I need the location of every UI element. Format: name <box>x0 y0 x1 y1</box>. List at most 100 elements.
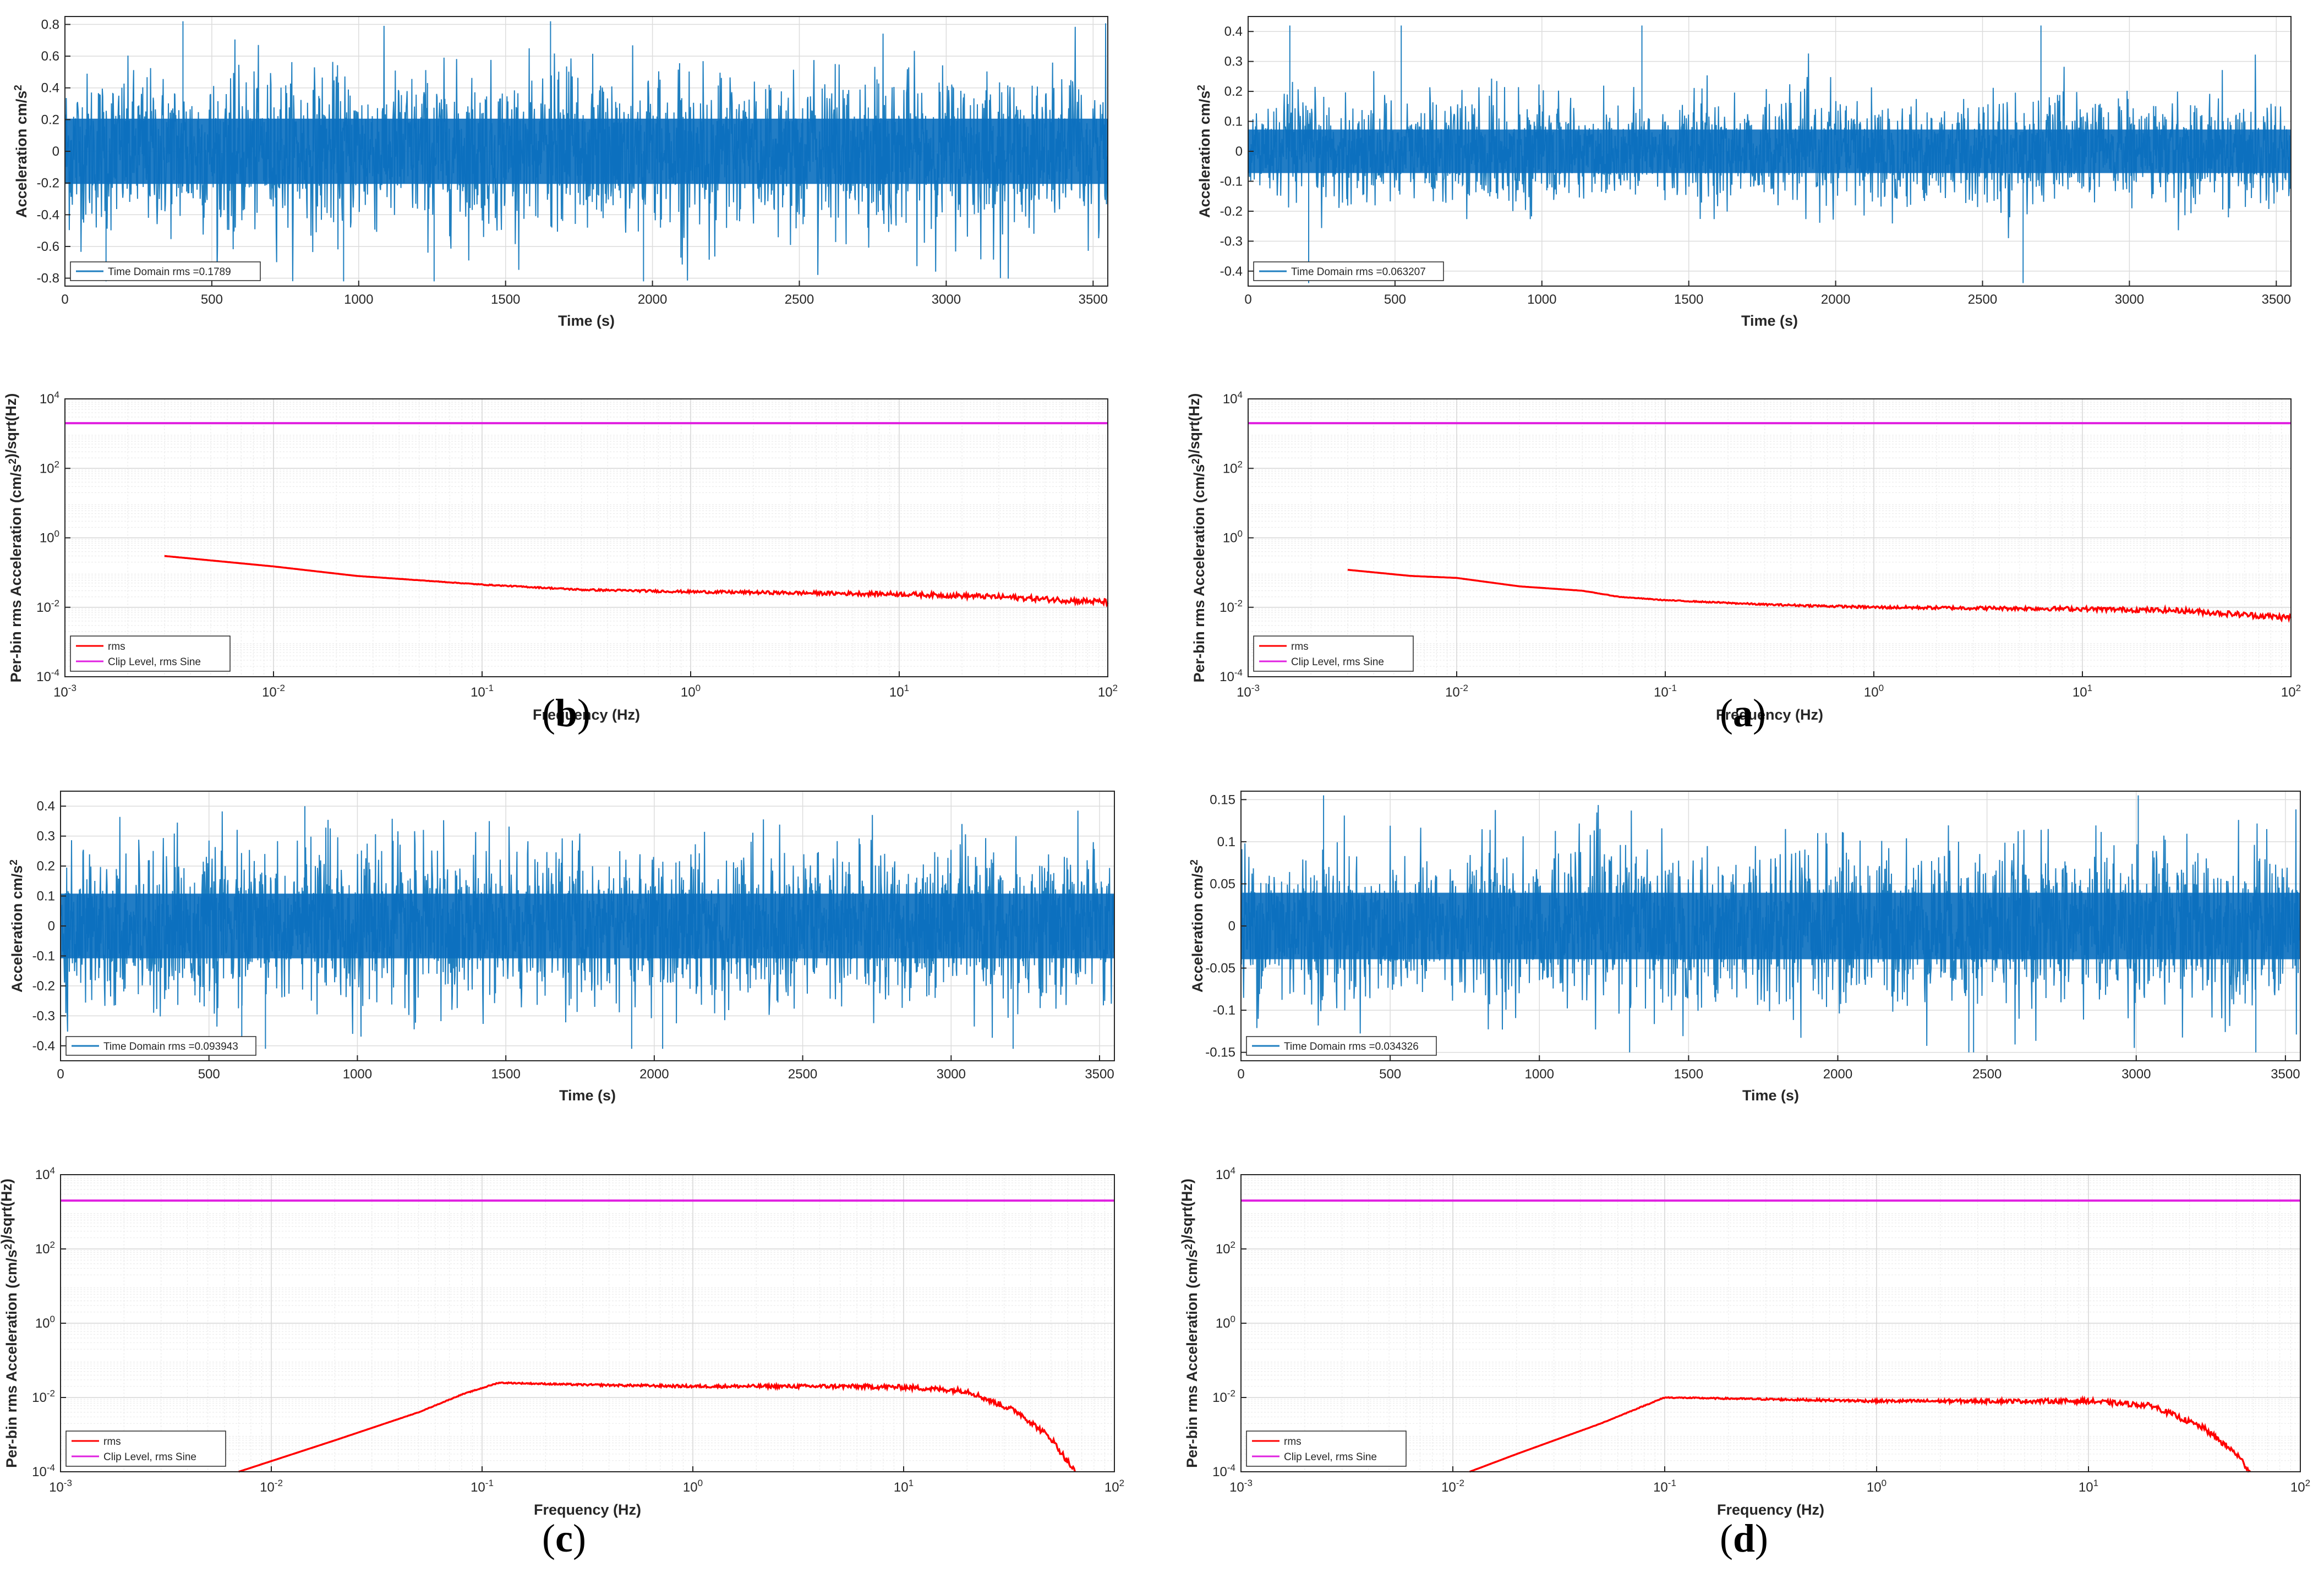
time-chart-d: 0 500 1000 1500 2000 2500 3000 3500 -0.15 -0.1 -0.… <box>1189 791 2301 1104</box>
y-tick-label: 10-4 <box>36 667 59 684</box>
panel-label-a: (b) <box>542 691 591 735</box>
y-tick-label: 10-2 <box>1220 598 1243 615</box>
x-tick-label: 3000 <box>2121 1067 2151 1082</box>
x-axis-label: Frequency (Hz) <box>1717 1501 1824 1518</box>
time-chart-b: 0 500 1000 1500 2000 2500 3000 3500 -0.8 -0.6 -0.4… <box>13 16 1108 329</box>
y-tick-label: 0 <box>1228 919 1235 934</box>
x-axis-label: Frequency (Hz) <box>1716 706 1823 723</box>
x-tick-label: 10-1 <box>471 1478 494 1495</box>
y-tick-label: 100 <box>1216 1314 1235 1331</box>
y-tick-label: -0.1 <box>1213 1003 1235 1018</box>
y-tick-label: 0.15 <box>1210 792 1235 807</box>
x-tick-label: 1000 <box>1527 292 1556 307</box>
y-tick-label: 102 <box>1216 1240 1235 1257</box>
signal-core <box>1248 129 2291 173</box>
y-tick-label: 102 <box>1223 459 1243 476</box>
y-tick-label: -0.1 <box>32 949 55 963</box>
x-tick-label: 102 <box>2281 683 2301 700</box>
y-tick-label: 104 <box>40 390 59 407</box>
y-tick-label: 0.4 <box>37 799 55 814</box>
y-tick-label: 0.1 <box>1217 835 1235 849</box>
legend-label-clip: Clip Level, rms Sine <box>1284 1451 1377 1463</box>
y-tick-label: 104 <box>1216 1165 1235 1182</box>
signal-core <box>61 894 1114 958</box>
x-tick-label: 2500 <box>1972 1067 2002 1082</box>
legend-label-rms: rms <box>103 1436 121 1448</box>
time-chart-a: 0 500 1000 1500 2000 2500 3000 3500 -0.4 -0.3 -0.2… <box>1196 16 2292 329</box>
y-tick-label: 104 <box>35 1165 55 1182</box>
y-tick-label: 10-2 <box>1212 1388 1235 1405</box>
y-tick-label: 0.2 <box>1224 84 1243 99</box>
x-tick-label: 100 <box>683 1478 703 1495</box>
x-tick-label: 0 <box>1237 1067 1244 1082</box>
x-tick-label: 10-2 <box>1445 683 1468 700</box>
x-tick-label: 3000 <box>2115 292 2144 307</box>
legend-label-rms: rms <box>1291 641 1309 653</box>
x-tick-label: 102 <box>1098 683 1118 700</box>
x-axis-label: Time (s) <box>1742 1087 1799 1104</box>
legend-label: Time Domain rms =0.1789 <box>108 266 231 278</box>
y-tick-label: 0.3 <box>37 829 55 844</box>
y-tick-label: -0.8 <box>37 271 59 286</box>
y-tick-label: 100 <box>35 1314 55 1331</box>
x-tick-label: 3500 <box>2271 1067 2300 1082</box>
x-tick-label: 102 <box>1104 1478 1124 1495</box>
y-tick-label: 100 <box>40 529 59 546</box>
x-tick-label: 2500 <box>785 292 814 307</box>
x-tick-label: 100 <box>1864 683 1884 700</box>
y-axis-label: Per-bin rms Acceleration (cm/s2)/sqrt(Hz… <box>1179 1179 1200 1468</box>
x-tick-label: 10-1 <box>1654 683 1677 700</box>
legend-label: Time Domain rms =0.063207 <box>1291 266 1426 278</box>
y-tick-label: -0.3 <box>32 1009 55 1023</box>
legend-label-rms: rms <box>108 641 125 653</box>
y-tick-label: 0.6 <box>41 49 59 64</box>
y-tick-label: -0.6 <box>37 239 59 254</box>
x-tick-label: 1500 <box>491 1067 520 1082</box>
y-tick-label: -0.2 <box>1220 204 1243 219</box>
legend-box <box>1253 635 1414 672</box>
y-axis-label: Per-bin rms Acceleration (cm/s2)/sqrt(Hz… <box>3 393 24 683</box>
legend-label: Time Domain rms =0.093943 <box>103 1041 238 1053</box>
x-tick-label: 2000 <box>639 1067 669 1082</box>
x-tick-label: 1500 <box>491 292 520 307</box>
y-tick-label: 0.2 <box>37 859 55 874</box>
y-tick-label: -0.4 <box>37 207 59 222</box>
x-tick-label: 100 <box>681 683 701 700</box>
y-tick-label: 10-2 <box>32 1388 55 1405</box>
x-tick-label: 100 <box>1867 1478 1886 1495</box>
x-tick-label: 3500 <box>1079 292 1108 307</box>
x-tick-label: 2500 <box>1968 292 1997 307</box>
panel-label-d: (d) <box>1720 1516 1769 1560</box>
x-tick-label: 101 <box>2073 683 2092 700</box>
x-tick-label: 3500 <box>1085 1067 1114 1082</box>
x-axis-label: Time (s) <box>1741 313 1798 329</box>
x-tick-label: 1500 <box>1674 1067 1703 1082</box>
x-tick-label: 500 <box>201 292 223 307</box>
y-tick-label: 102 <box>40 459 59 476</box>
x-axis-label: Frequency (Hz) <box>534 1501 641 1518</box>
y-tick-label: 10-2 <box>36 598 59 615</box>
y-tick-label: 0.8 <box>41 17 59 32</box>
x-tick-label: 10-2 <box>262 683 285 700</box>
legend-box <box>70 635 231 672</box>
x-axis-label: Time (s) <box>558 313 615 329</box>
x-tick-label: 1000 <box>343 1067 372 1082</box>
x-tick-label: 3500 <box>2262 292 2291 307</box>
x-tick-label: 0 <box>61 292 68 307</box>
y-tick-label: -0.4 <box>32 1039 55 1054</box>
x-tick-label: 10-2 <box>260 1478 283 1495</box>
y-tick-label: 0.1 <box>1224 114 1243 129</box>
x-tick-label: 1500 <box>1674 292 1703 307</box>
x-tick-label: 10-3 <box>1229 1478 1253 1495</box>
x-tick-label: 0 <box>57 1067 64 1082</box>
x-tick-label: 2000 <box>1821 292 1850 307</box>
x-tick-label: 3000 <box>932 292 961 307</box>
panel-label-b: (a) <box>1720 691 1766 735</box>
legend-box <box>1246 1431 1407 1467</box>
x-tick-label: 10-1 <box>1653 1478 1676 1495</box>
panel-label-c: (c) <box>542 1516 586 1560</box>
legend-label-clip: Clip Level, rms Sine <box>1291 656 1384 668</box>
x-tick-label: 2000 <box>1823 1067 1852 1082</box>
x-tick-label: 500 <box>198 1067 220 1082</box>
x-tick-label: 10-1 <box>471 683 494 700</box>
